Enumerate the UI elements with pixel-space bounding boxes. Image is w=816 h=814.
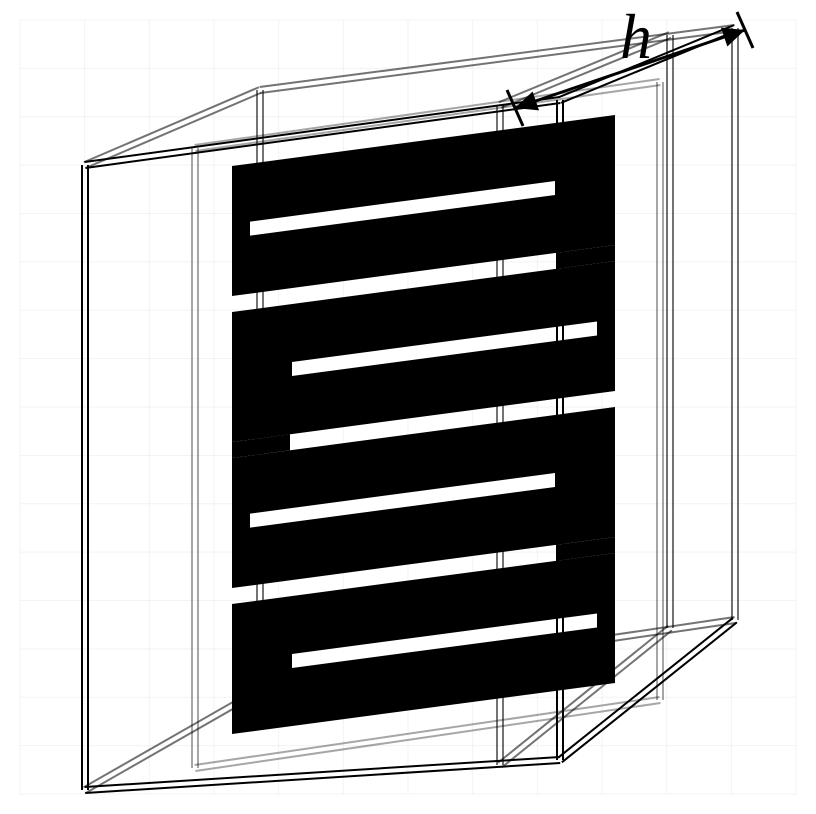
diagram-canvas: h	[0, 0, 816, 814]
dimension-label: h	[620, 1, 652, 72]
